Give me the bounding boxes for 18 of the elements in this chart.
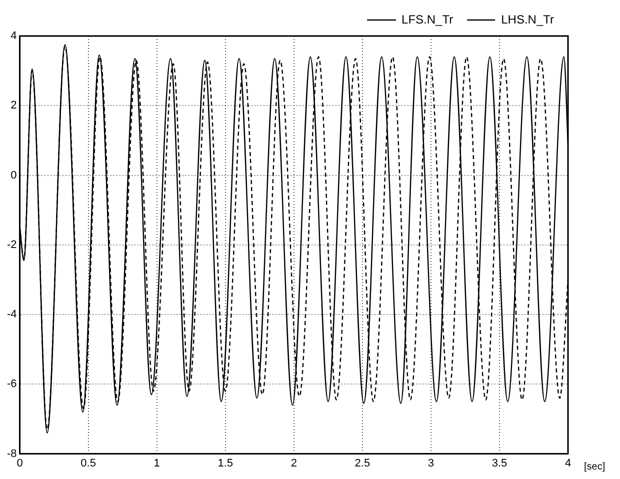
x-tick-label: 0.5 xyxy=(80,457,96,470)
y-tick-label: 0 xyxy=(10,169,17,182)
legend-label: LHS.N_Tr xyxy=(501,12,554,26)
x-tick-label: 4 xyxy=(564,457,572,470)
x-tick-label: 1 xyxy=(154,457,160,470)
x-tick-label: 3 xyxy=(428,457,434,470)
legend-label: LFS.N_Tr xyxy=(402,12,454,26)
x-tick-label: 2 xyxy=(290,457,297,470)
y-tick-label: -8 xyxy=(7,448,17,460)
y-tick-label: -6 xyxy=(7,378,17,390)
y-tick-label: -2 xyxy=(7,238,17,251)
y-tick-label: -4 xyxy=(7,308,17,321)
x-tick-label: 1.5 xyxy=(218,457,234,470)
y-tick-label: 4 xyxy=(10,30,17,42)
x-tick-label: 3.5 xyxy=(492,457,508,470)
x-tick-label: 2.5 xyxy=(354,457,370,470)
y-tick-label: 2 xyxy=(10,100,17,112)
x-axis-title: [sec] xyxy=(584,462,606,473)
